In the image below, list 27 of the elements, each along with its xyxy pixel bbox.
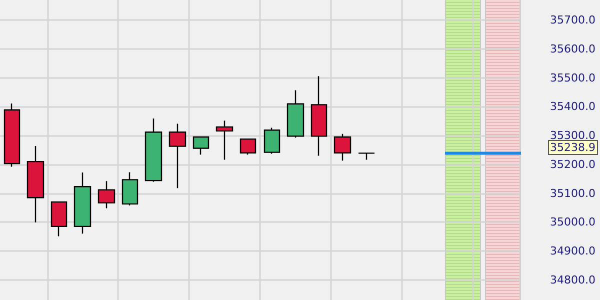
y-tick-label: 35700.0 [550,14,596,27]
candlestick [122,172,138,206]
candlestick [50,201,68,237]
candlestick [334,133,352,162]
candlestick [216,120,234,160]
ref-line-label: 35238.9 [548,140,598,156]
y-tick-label: 35000.0 [550,216,596,229]
candlestick [26,145,44,224]
candlestick [264,127,280,154]
y-tick-label: 35400.0 [550,100,596,114]
y-tick-label: 35300.0 [550,129,596,142]
y-tick-label: 35200.0 [550,158,596,171]
candlestick [4,102,20,168]
candlestick [74,172,92,234]
candlestick [358,152,376,160]
candlestick [144,118,162,182]
candlestick [310,76,328,156]
y-tick-label: 34900.0 [550,244,596,258]
candlestick [192,136,210,156]
y-tick-label: 35100.0 [550,186,596,200]
candlestick [240,138,256,156]
y-tick-label: 35600.0 [550,42,596,56]
y-tick-label: 34800.0 [550,273,596,286]
candlestick [168,123,186,189]
y-tick-label: 35500.0 [550,71,596,84]
candlestick [286,90,304,138]
candlestick [98,180,116,209]
